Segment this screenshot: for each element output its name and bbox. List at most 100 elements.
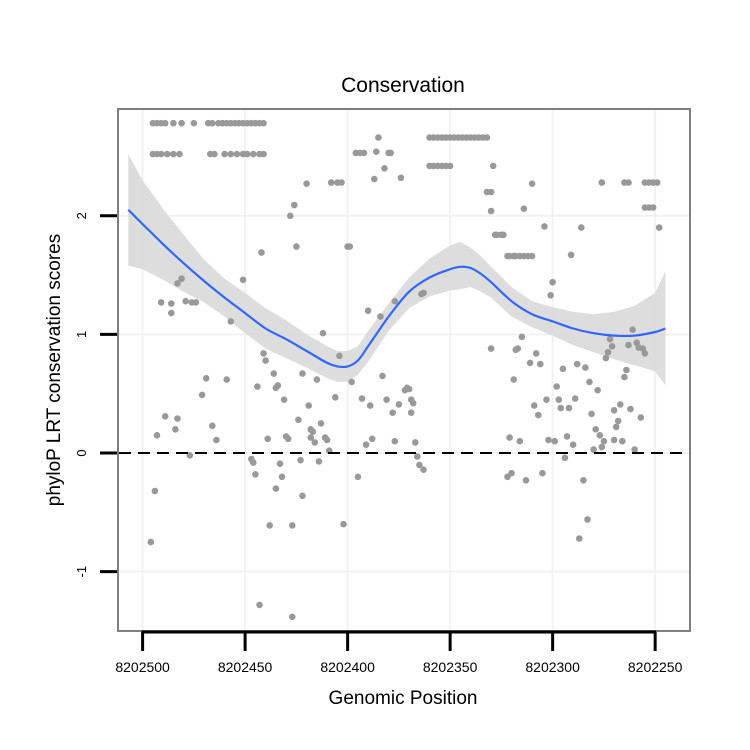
data-point	[610, 407, 618, 414]
data-point	[163, 150, 171, 158]
data-point	[161, 413, 169, 420]
data-point	[368, 435, 376, 443]
data-point	[631, 446, 638, 453]
data-point	[182, 297, 189, 305]
data-point	[489, 162, 497, 170]
data-point	[358, 395, 366, 402]
data-point	[629, 326, 636, 334]
data-point	[563, 433, 571, 440]
data-point	[348, 378, 356, 386]
data-point	[233, 150, 241, 158]
data-point	[174, 280, 181, 287]
y-tick-label: 2	[74, 212, 89, 219]
data-point	[366, 402, 374, 409]
data-point	[286, 212, 294, 220]
data-point	[405, 385, 413, 393]
data-point	[420, 289, 427, 297]
data-point	[655, 224, 663, 231]
data-point	[327, 179, 335, 186]
data-point	[596, 432, 604, 439]
data-point	[565, 404, 573, 412]
data-point	[280, 396, 288, 404]
data-point	[389, 409, 397, 417]
data-point	[573, 360, 581, 368]
data-point	[395, 401, 403, 408]
data-point	[202, 375, 210, 382]
data-point	[623, 366, 630, 374]
data-point	[584, 516, 591, 523]
data-point	[598, 443, 606, 451]
data-point	[293, 243, 300, 250]
data-point	[170, 119, 177, 127]
data-point	[260, 150, 267, 158]
data-point	[526, 359, 534, 367]
data-point	[543, 396, 550, 404]
data-point	[309, 428, 317, 436]
data-point	[250, 459, 257, 466]
data-point	[221, 150, 228, 158]
data-point	[510, 376, 517, 383]
data-point	[586, 378, 593, 386]
data-point	[391, 297, 399, 305]
data-point	[602, 354, 610, 362]
data-point	[303, 180, 310, 187]
data-point	[625, 179, 632, 186]
data-point	[172, 426, 179, 433]
data-point	[571, 395, 579, 402]
data-point	[151, 487, 159, 495]
data-point	[588, 410, 595, 418]
data-point	[500, 231, 507, 239]
x-tick-label: 8202450	[218, 659, 273, 675]
data-point	[381, 165, 388, 172]
data-point	[592, 426, 599, 433]
data-point	[338, 179, 345, 186]
data-point	[262, 357, 269, 364]
data-point	[446, 162, 454, 170]
y-axis: -1 0 1 2	[74, 212, 117, 577]
data-point	[506, 434, 513, 441]
data-point	[239, 276, 247, 284]
data-point	[409, 399, 417, 407]
data-point	[641, 350, 649, 357]
data-point	[610, 436, 618, 444]
data-point	[168, 300, 175, 307]
data-point	[530, 402, 538, 409]
data-point	[600, 437, 608, 445]
data-point	[274, 382, 282, 389]
data-point	[582, 364, 589, 371]
data-point	[377, 313, 384, 320]
data-point	[537, 360, 544, 368]
data-point	[323, 436, 331, 444]
data-point	[375, 134, 382, 141]
y-axis-label: phyloP LRT conservation scores	[44, 234, 65, 507]
data-point	[508, 469, 515, 477]
data-point	[157, 150, 165, 158]
data-point	[569, 441, 577, 449]
data-point	[580, 477, 587, 484]
data-point	[545, 436, 552, 444]
y-tick-label: 1	[74, 331, 89, 338]
data-point	[147, 538, 155, 546]
data-point	[522, 477, 530, 484]
data-point	[576, 535, 583, 542]
data-point	[625, 341, 632, 349]
data-point	[553, 383, 560, 390]
data-point	[243, 150, 251, 158]
x-tick-label: 8202300	[525, 659, 580, 675]
data-point	[289, 613, 296, 621]
data-point	[383, 396, 390, 404]
data-point	[272, 485, 280, 492]
y-tick-label: -1	[74, 566, 89, 578]
data-point	[614, 417, 622, 425]
data-point	[276, 460, 284, 468]
data-point	[176, 150, 183, 158]
data-point	[266, 522, 274, 529]
x-axis: 8202500 8202450 8202400 8202350 8202300 82022…	[115, 630, 683, 675]
data-point	[535, 411, 542, 419]
data-point	[270, 370, 278, 377]
data-point	[561, 454, 569, 462]
smooth-line-group	[127, 209, 666, 369]
x-axis-label: Genomic Position	[329, 688, 478, 709]
data-point	[604, 348, 612, 356]
